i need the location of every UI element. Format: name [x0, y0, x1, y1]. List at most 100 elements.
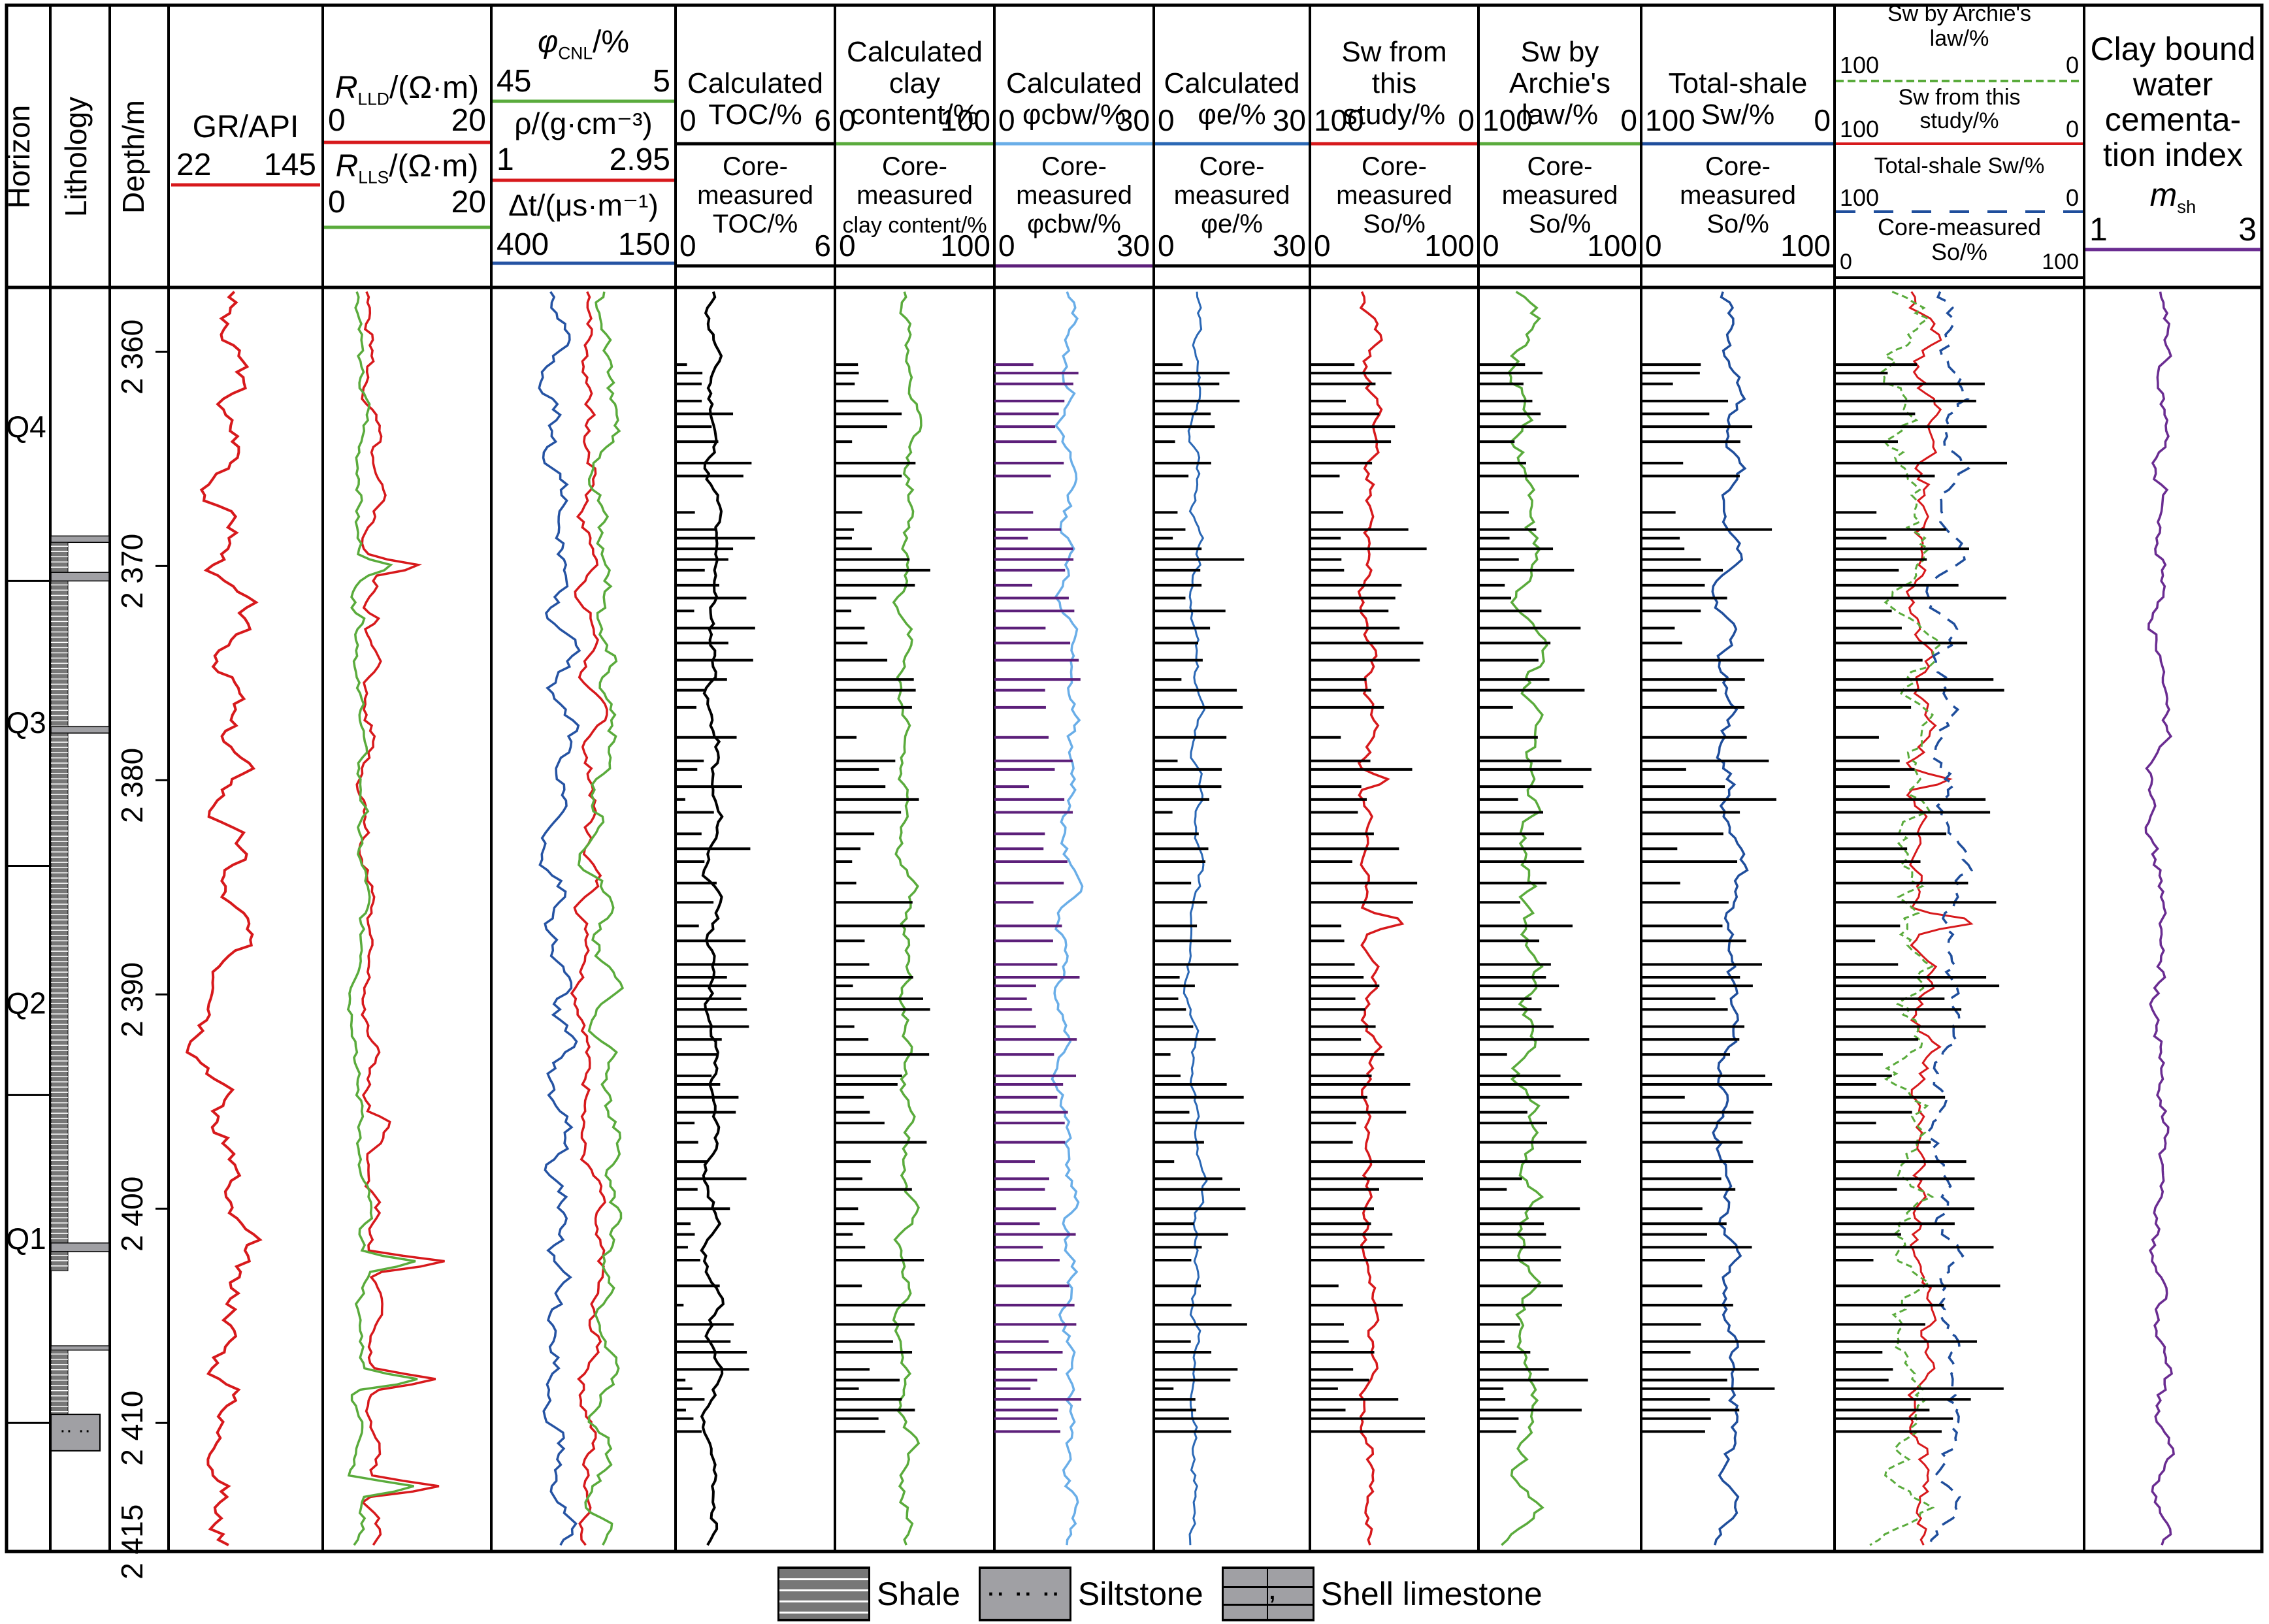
depth-tick-label: 2 360 [115, 319, 149, 395]
cmp-core-title: Core-measured [1878, 214, 2041, 240]
shale-pattern-icon [777, 1567, 870, 1621]
horizon-header: Horizon [2, 105, 36, 209]
sw_study-calc-title: this [1372, 67, 1416, 99]
phi-e-calc-curve [1183, 291, 1208, 1546]
sw_total_shale-core-title: measured [1680, 181, 1796, 210]
legend-item-siltstone: ·· ·· ·· Siltstone [978, 1567, 1203, 1621]
clay-calc-max: 100 [940, 103, 990, 137]
clay-calc-title: Calculated [847, 36, 983, 68]
sw_archie-core-max: 100 [1587, 229, 1637, 263]
density-scale-min: 1 [497, 142, 514, 177]
phi_cbw-calc-min: 0 [998, 103, 1015, 137]
phi_cbw-calc-max: 30 [1117, 103, 1150, 137]
clay-calc-min: 0 [839, 103, 856, 137]
sonic-scale-max: 150 [618, 227, 670, 262]
horizon-label-q3: Q3 [6, 706, 46, 739]
sw_total_shale-calc-title: Sw/% [1701, 99, 1774, 131]
depth-tick-label: 2 400 [115, 1177, 149, 1252]
gr-curve [185, 291, 263, 1546]
toc-calc-min: 0 [679, 103, 696, 137]
toc-core-max: 6 [814, 229, 831, 263]
cnl-scale-min: 45 [497, 64, 531, 99]
cmp-study-min: 100 [1840, 116, 1879, 142]
depth-tick-label: 2 370 [115, 534, 149, 609]
toc-calc-max: 6 [814, 103, 831, 137]
lithology-bed-shale [50, 542, 69, 573]
lithology-bed-shale [50, 1350, 69, 1415]
res-scale-min: 0 [328, 103, 346, 138]
cmp-total-max: 0 [2066, 184, 2079, 211]
cmp-sw-total-shale-curve [1925, 291, 1974, 1546]
lithology-bed-shell-limestone [50, 726, 110, 734]
sw_archie-calc-max: 0 [1620, 103, 1637, 137]
msh-title: Clay bound [2091, 31, 2256, 67]
toc-core-title: Core- [723, 152, 788, 181]
panel-frame [5, 3, 2264, 1553]
sw_archie-calc-title: law/% [1522, 99, 1598, 131]
res-scale-min: 0 [328, 185, 346, 219]
cmp-core-title: So/% [1931, 238, 1987, 265]
toc-core-title: TOC/% [713, 210, 798, 238]
cmp-core-min: 0 [1840, 250, 1852, 274]
sw_total_shale-core-title: So/% [1706, 210, 1769, 238]
sw-archie-curve [1501, 291, 1548, 1546]
phi_e-calc-title: φe/% [1198, 99, 1265, 131]
sw_study-core-min: 0 [1314, 229, 1331, 263]
clay-core-max: 100 [940, 229, 990, 263]
phi_cbw-core-title: φcbw/% [1027, 210, 1121, 238]
legend-label-shale: Shale [877, 1576, 960, 1612]
cmp-archie-title: Sw by Archie's [1887, 1, 2031, 26]
phi_cbw-core-title: Core- [1041, 152, 1107, 181]
phi_e-core-title: φe/% [1201, 210, 1263, 238]
cmp-sw-archie-curve [1869, 291, 1941, 1546]
sw_study-core-title: Core- [1362, 152, 1427, 181]
toc-calc-curve [700, 291, 725, 1546]
cnl-title: φCNL/% [538, 25, 629, 63]
sonic-scale-min: 400 [497, 227, 549, 262]
msh-title: tion index [2103, 137, 2243, 173]
clay-core-title: Core- [882, 152, 947, 181]
phi_e-calc-title: Calculated [1164, 67, 1300, 99]
res-title-lls: RLLS/(Ω·m) [336, 149, 479, 187]
sw_archie-calc-title: Archie's [1509, 67, 1610, 99]
sw_archie-core-title: So/% [1529, 210, 1592, 238]
lithology-bed-siltstone [50, 1414, 101, 1452]
sw_archie-core-title: measured [1502, 181, 1618, 210]
phi_cbw-core-max: 30 [1117, 229, 1150, 263]
toc-calc-title: Calculated [687, 67, 823, 99]
phi_e-core-title: Core- [1199, 152, 1264, 181]
cmp-archie-title: law/% [1930, 26, 1989, 51]
clay-calc-title: clay [889, 67, 940, 99]
cmp-archie-max: 0 [2066, 52, 2079, 78]
phi_e-core-max: 30 [1273, 229, 1306, 263]
sw_study-core-title: So/% [1363, 210, 1426, 238]
phi_e-core-title: measured [1174, 181, 1290, 210]
sw_archie-calc-min: 100 [1482, 103, 1533, 137]
depth-tick-label: 2 415 [115, 1504, 149, 1580]
lithology-bed-shell-limestone [50, 535, 110, 544]
cnl-scale-max: 5 [653, 64, 670, 99]
lithology-bed-shell-limestone [50, 572, 110, 582]
density-curve [570, 291, 608, 1546]
rlls-curve [346, 291, 418, 1546]
depth-tick-label: 2 380 [115, 748, 149, 823]
phi_e-core-min: 0 [1158, 229, 1175, 263]
rlld-curve [355, 291, 445, 1546]
cmp-sw-study-curve [1905, 291, 1974, 1546]
sonic-curve [538, 291, 581, 1546]
toc-calc-title: TOC/% [708, 99, 802, 131]
sw_total_shale-core-min: 0 [1645, 229, 1662, 263]
shell-limestone-pattern-icon: , [1221, 1567, 1314, 1621]
lithology-bed-shell-limestone [50, 1345, 110, 1351]
cmp-archie-min: 100 [1840, 52, 1879, 78]
horizon-label-q4: Q4 [6, 410, 46, 444]
cmp-total-title: Total-shale Sw/% [1874, 154, 2045, 178]
sw_study-calc-title: study/% [1343, 99, 1446, 131]
cmp-study-title: Sw from this [1898, 85, 2020, 110]
msh-scale-min: 1 [2089, 211, 2108, 248]
cmp-study-max: 0 [2066, 116, 2079, 142]
sw_total_shale-core-title: Core- [1705, 152, 1771, 181]
sw_total_shale-core-max: 100 [1780, 229, 1831, 263]
res-scale-max: 20 [451, 103, 486, 138]
